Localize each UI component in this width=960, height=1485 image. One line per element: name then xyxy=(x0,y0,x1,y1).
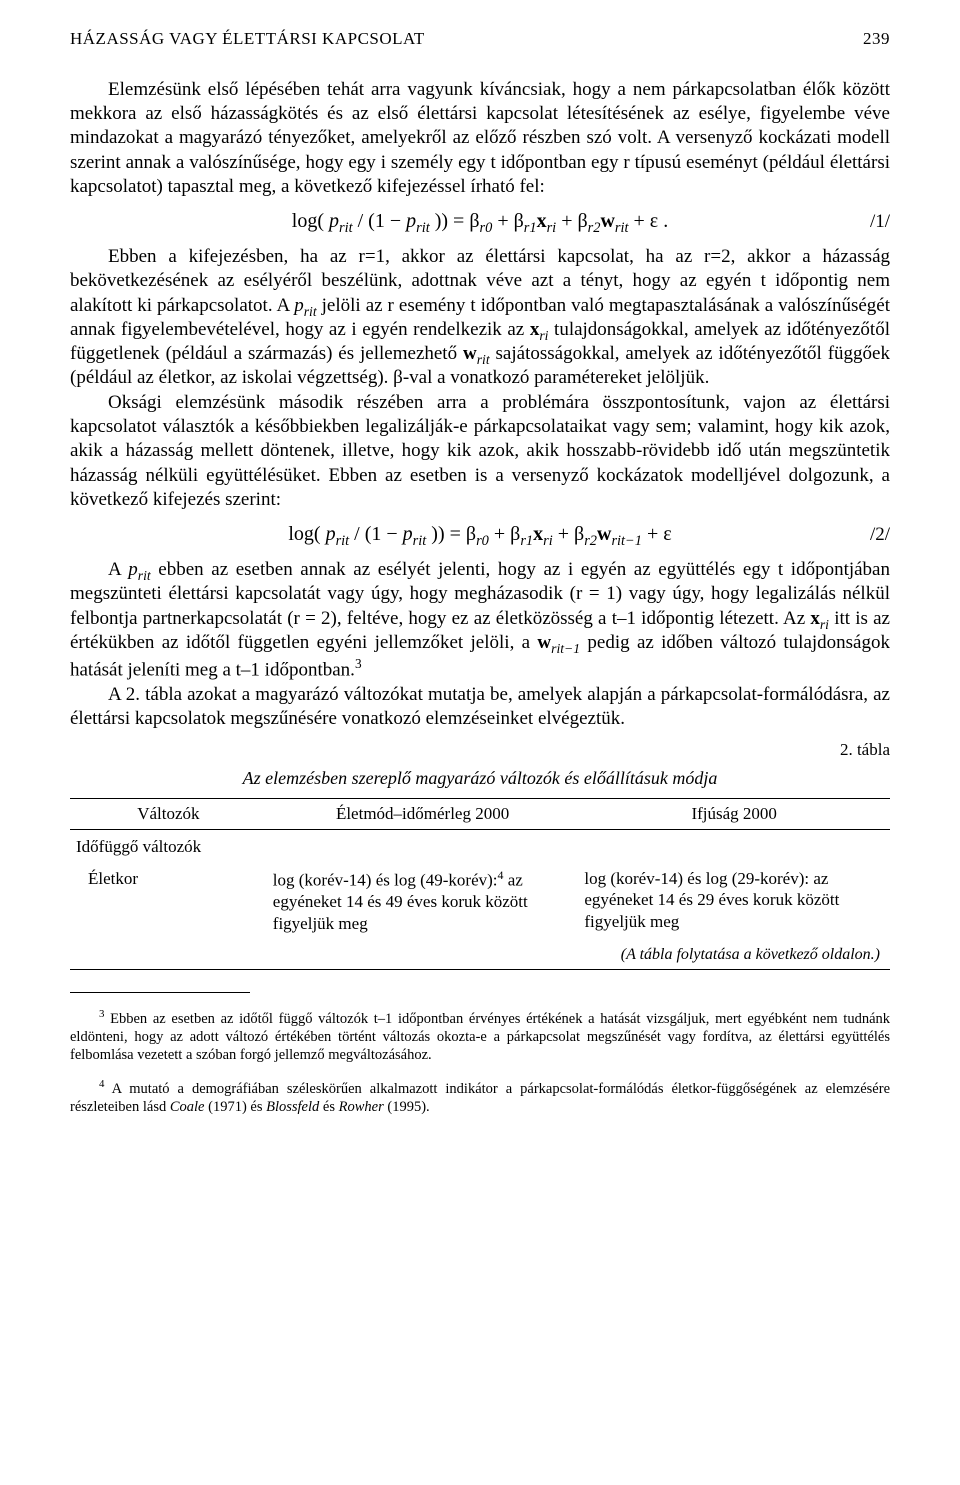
footnote-ref-3: 3 xyxy=(355,656,362,671)
footnote-4-cite-1: Coale xyxy=(170,1099,205,1115)
paragraph-4a: A xyxy=(108,559,128,580)
footnote-separator xyxy=(70,992,250,993)
table-2-label: 2. tábla xyxy=(70,739,890,761)
table-cell-col3: log (korév-14) és log (29-korév): az egy… xyxy=(578,862,890,939)
table-continuation-row: (A tábla folytatása a következő oldalon.… xyxy=(70,939,890,970)
paragraph-1: Elemzésünk első lépésében tehát arra vag… xyxy=(70,78,890,200)
footnotes: 3 Ebben az esetben az időtől függő válto… xyxy=(70,992,890,1116)
equation-2-number: /2/ xyxy=(870,523,890,547)
footnote-4-text-g: (1995). xyxy=(384,1099,430,1115)
footnote-4-cite-3: Rowher xyxy=(339,1099,384,1115)
table-cell-var: Életkor xyxy=(70,862,267,939)
table-row-group: Időfüggő változók xyxy=(70,829,890,861)
table-cell-col2-a: log (korév-14) és log (49-korév): xyxy=(273,870,498,889)
table-2-title: Az elemzésben szereplő magyarázó változó… xyxy=(70,767,890,790)
equation-1: log( prit / (1 − prit )) = βr0 + βr1xri … xyxy=(70,209,890,235)
footnote-4-marker: 4 xyxy=(99,1078,104,1090)
footnote-4-text-c: (1971) és xyxy=(204,1099,266,1115)
footnote-4-text-e: és xyxy=(319,1099,338,1115)
footnote-3-marker: 3 xyxy=(99,1008,104,1020)
table-header-col2: Életmód–időmérleg 2000 xyxy=(267,799,579,830)
equation-1-number: /1/ xyxy=(870,210,890,234)
paragraph-2: Ebben a kifejezésben, ha az r=1, akkor a… xyxy=(70,245,890,391)
running-head-left: HÁZASSÁG VAGY ÉLETTÁRSI KAPCSOLAT xyxy=(70,28,425,50)
footnote-3: 3 Ebben az esetben az időtől függő válto… xyxy=(70,1008,890,1064)
equation-1-formula: log( prit / (1 − prit )) = βr0 + βr1xri … xyxy=(292,209,668,235)
table-2: Változók Életmód–időmérleg 2000 Ifjúság … xyxy=(70,798,890,970)
equation-2-formula: log( prit / (1 − prit )) = βr0 + βr1xri … xyxy=(288,522,671,548)
running-head-right: 239 xyxy=(863,28,890,50)
equation-2: log( prit / (1 − prit )) = βr0 + βr1xri … xyxy=(70,522,890,548)
table-continuation-note: (A tábla folytatása a következő oldalon.… xyxy=(70,939,890,970)
running-head: HÁZASSÁG VAGY ÉLETTÁRSI KAPCSOLAT 239 xyxy=(70,28,890,50)
footnote-3-text: Ebben az esetben az időtől függő változó… xyxy=(70,1010,890,1062)
paragraph-5: A 2. tábla azokat a magyarázó változókat… xyxy=(70,683,890,732)
table-header-col3: Ifjúság 2000 xyxy=(578,799,890,830)
table-header-row: Változók Életmód–időmérleg 2000 Ifjúság … xyxy=(70,799,890,830)
paragraph-4b: ebben az esetben annak az esélyét jelent… xyxy=(70,559,890,629)
paragraph-3: Oksági elemzésünk második részében arra … xyxy=(70,391,890,513)
page: HÁZASSÁG VAGY ÉLETTÁRSI KAPCSOLAT 239 El… xyxy=(0,0,960,1485)
table-header-col1: Változók xyxy=(70,799,267,830)
table-cell-col2: log (korév-14) és log (49-korév):4 az eg… xyxy=(267,862,579,939)
table-group-label: Időfüggő változók xyxy=(70,829,267,861)
table-row: Életkor log (korév-14) és log (49-korév)… xyxy=(70,862,890,939)
paragraph-4: A prit ebben az esetben annak az esélyét… xyxy=(70,558,890,683)
footnote-4: 4 A mutató a demográfiában széleskörűen … xyxy=(70,1078,890,1116)
footnote-4-cite-2: Blossfeld xyxy=(266,1099,319,1115)
